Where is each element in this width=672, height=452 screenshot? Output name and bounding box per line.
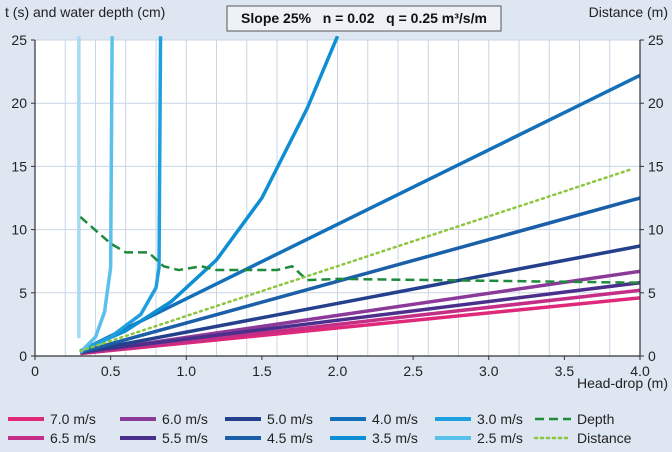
series-4-0-m-s [79,73,640,353]
series-distance [79,167,634,353]
legend-label: 2.5 m/s [477,430,523,446]
x-tick-label: 2.5 [403,363,423,379]
right-axis-label: Distance (m) [589,4,668,20]
legend-label: 3.0 m/s [477,411,523,427]
x-tick-label: 3.5 [555,363,575,379]
series-5-5-m-s [80,280,640,354]
legend-label: 6.5 m/s [50,430,96,446]
y-tick-label: 25 [11,32,27,48]
y-right-tick-label: 5 [648,285,656,301]
x-tick-label: 0.5 [101,363,121,379]
y-right-tick-label: 10 [648,222,664,238]
y-tick-label: 5 [19,285,27,301]
series-6-5-m-s [80,288,640,356]
legend-label: 3.5 m/s [372,430,418,446]
y-right-tick-label: 0 [648,348,656,364]
legend: 7.0 m/s 6.0 m/s 5.0 m/s 4.0 m/s 3.0 m/s Depth… [8,411,632,446]
y-tick-label: 15 [11,158,27,174]
y-tick-label: 10 [11,222,27,238]
chart-title: Slope 25% n = 0.02 q = 0.25 m³/s/m [241,10,487,26]
series-4-5-m-s [79,196,640,354]
legend-label: 4.0 m/s [372,411,418,427]
x-tick-label: 1.5 [252,363,272,379]
y-tick-label: 20 [11,95,27,111]
x-tick-label: 3.0 [479,363,499,379]
y-right-tick-label: 15 [648,158,664,174]
series-2-5-m-s [79,36,114,354]
y-right-tick-label: 25 [648,32,664,48]
x-tick-label: 0 [31,363,39,379]
series-5-0-m-s [80,244,640,354]
axes [31,39,644,360]
x-axis-label: Head-drop (m) [577,375,668,391]
series-3-5-m-s [79,36,340,353]
x-tick-label: 4.0 [630,363,650,379]
legend-label: Depth [577,411,614,427]
series-lines [77,36,640,356]
legend-label: Distance [577,430,632,446]
legend-label: 5.5 m/s [162,430,208,446]
legend-label: 4.5 m/s [267,430,313,446]
x-tick-label: 2.0 [328,363,348,379]
left-axis-label: t (s) and water depth (cm) [5,4,165,20]
title-box [226,5,502,32]
x-tick-label: 1.0 [177,363,197,379]
legend-label: 6.0 m/s [162,411,208,427]
series-depth [79,216,640,284]
y-tick-label: 0 [19,348,27,364]
series-3-0-m-s [79,36,163,353]
legend-label: 7.0 m/s [50,411,96,427]
legend-label: 5.0 m/s [267,411,313,427]
y-right-tick-label: 20 [648,95,664,111]
